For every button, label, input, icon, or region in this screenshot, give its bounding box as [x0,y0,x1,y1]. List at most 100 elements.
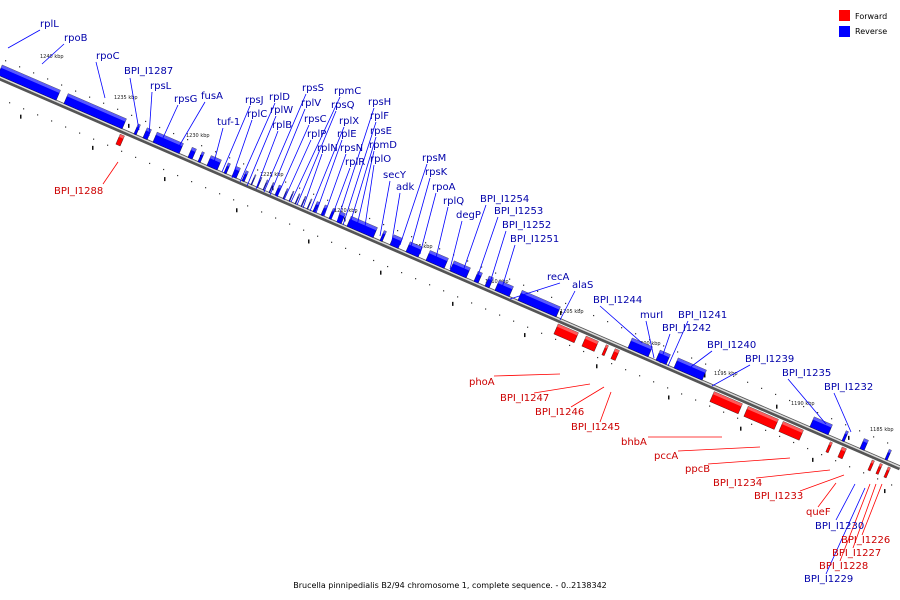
reverse-gene-block [268,182,275,194]
reverse-gene-block [494,280,514,297]
leader-line [500,244,516,292]
guide-dot [485,308,487,310]
tick-label: 1230 kbp [186,133,210,139]
leader-line [161,104,179,141]
reverse-gene-block [231,166,241,179]
reverse-gene-block [346,215,378,238]
legend-reverse-swatch [839,26,850,37]
gene-label-reverse: rpsK [425,167,448,178]
gene-label-reverse: fusA [201,91,223,102]
leader-line [419,192,437,255]
map-caption: Brucella pinnipedialis B2/94 chromosome … [293,581,607,590]
guide-dot [723,411,725,413]
guide-dot [737,417,739,419]
reverse-gene-block-highlight [658,350,671,358]
guide-dot [639,375,641,377]
guide-dot [373,259,375,262]
reverse-gene-block [256,176,263,188]
leader-line [276,124,310,198]
guide-dot [551,296,553,298]
leader-line [41,43,65,65]
reverse-gene-block [282,188,289,200]
guide-dot [523,284,525,286]
reverse-gene-block-body [346,215,378,238]
reverse-gene-block-body [673,357,707,381]
tick-label: 1235 kbp [114,95,138,101]
leader-line [659,333,671,364]
gene-label-forward: BPI_I1246 [535,407,584,418]
reverse-gene-block [250,174,257,186]
leader-line [645,320,655,359]
forward-gene-block-body [709,391,743,415]
forward-gene-block-body [581,335,599,352]
leader-line [399,163,428,246]
reverse-gene-block-highlight [226,162,231,167]
forward-gene-block-highlight [604,344,609,349]
leader-line [290,96,341,203]
reverse-gene-block-highlight [862,438,869,444]
guide-dot [761,387,763,389]
reverse-gene-block-highlight [291,191,295,195]
gene-label-reverse: secY [383,170,407,181]
tick-label: 1220 kbp [334,208,358,214]
reverse-gene-block [152,131,184,154]
reverse-gene-block-highlight [676,357,707,373]
leader-line [677,446,761,452]
reverse-gene-block [425,250,449,269]
reverse-gene-block-highlight [497,280,514,290]
guide-dot [709,405,711,407]
guide-dot [835,460,837,462]
gene-label-reverse: rpsQ [331,100,355,111]
gene-label-reverse: rpsH [368,97,391,108]
guide-tick [236,208,238,213]
gene-label-reverse: tuf-1 [217,117,240,128]
forward-gene-block [601,344,609,356]
gene-label-reverse: BPI_I1251 [510,234,559,245]
leader-line [461,204,487,275]
reverse-gene-block-body [655,349,671,365]
forward-gene-block-body [778,421,804,441]
leader-line [449,220,463,270]
leader-line [239,102,276,183]
guide-dot [215,151,217,153]
legend-reverse-label: Reverse [855,27,887,36]
guide-dot [607,321,609,323]
reverse-gene-block [312,201,320,213]
guide-dot [201,145,203,147]
guide-dot [439,248,441,250]
forward-gene-block-highlight [118,134,125,139]
guide-tick [812,457,814,462]
gene-label-reverse: BPI_I1252 [502,220,551,231]
guide-dot [359,253,361,256]
reverse-gene-block-highlight [887,449,892,454]
reverse-gene-block [389,234,403,249]
guide-dot [159,126,161,129]
gene-label-reverse: BPI_I1240 [707,340,756,351]
guide-dot [593,314,595,317]
guide-dot [747,381,749,383]
gene-label-reverse: rpmC [334,86,361,97]
guide-tick [848,435,850,440]
guide-dot [859,430,861,432]
guide-dot [327,199,329,201]
guide-tick [524,333,526,338]
reverse-gene-block [306,198,313,210]
guide-dot [887,442,889,444]
reverse-gene-block-highlight [155,132,184,147]
reverse-gene-block-body [517,290,561,318]
guide-tick [704,373,706,378]
gene-label-reverse: BPI_I1287 [124,66,173,77]
guide-dot [383,223,385,226]
reverse-gene-block-highlight [844,430,849,435]
leader-line [221,105,251,173]
forward-gene-block [610,348,620,361]
reverse-gene-block-highlight [145,127,152,133]
guide-dot [285,181,287,183]
leader-line [861,483,883,536]
tick-label: 1210 kbp [485,279,509,285]
reverse-gene-block-highlight [452,260,471,271]
guide-dot [187,139,189,141]
gene-label-reverse: BPI_I1235 [782,368,831,379]
reverse-gene-block-body [312,201,320,213]
guide-dot [649,339,651,341]
